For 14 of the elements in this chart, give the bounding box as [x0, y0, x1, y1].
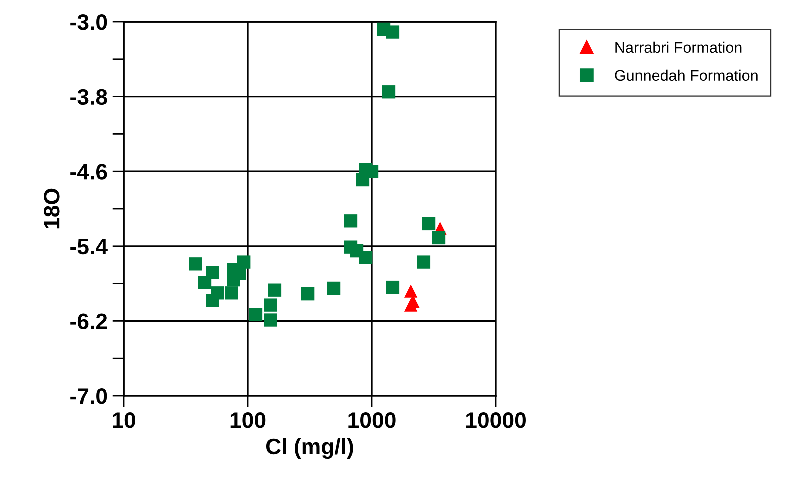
y-tick-label: -3.0: [70, 14, 108, 30]
x-tick-label: 100: [230, 412, 266, 428]
y-axis-title: 18O: [44, 188, 60, 229]
y-tick-label: -5.4: [70, 239, 108, 255]
x-tick-label: 10000: [466, 412, 526, 428]
legend-label: Narrabri Formation: [616, 42, 742, 54]
y-tick-label: -6.2: [70, 314, 108, 330]
y-tick-label: -3.8: [70, 89, 108, 106]
x-tick-label: 1000: [348, 412, 396, 428]
y-tick-label: -7.0: [70, 388, 108, 404]
x-tick-label: 10: [113, 412, 136, 428]
x-axis-title: Cl (mg/l): [266, 438, 354, 460]
y-tick-label: -4.6: [70, 164, 108, 180]
legend-label: Gunnedah Formation: [615, 70, 758, 82]
